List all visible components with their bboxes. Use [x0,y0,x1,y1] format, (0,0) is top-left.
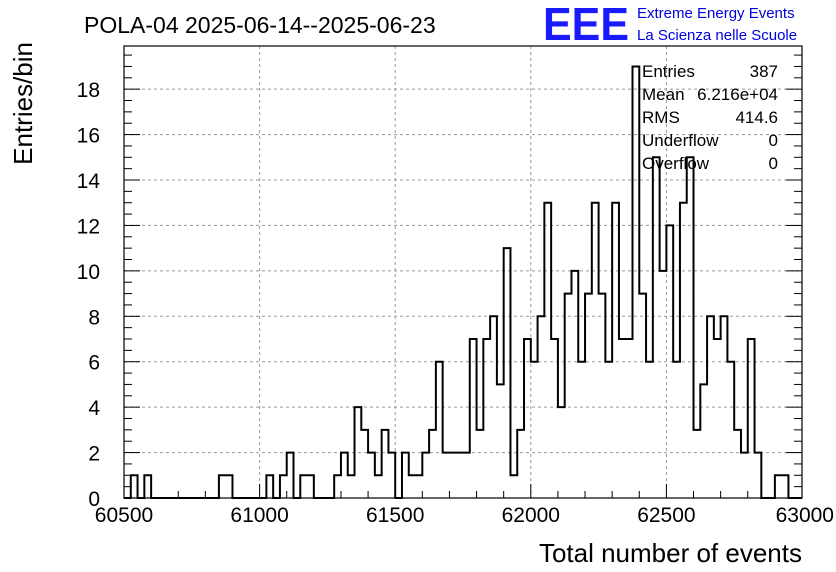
x-tick-label-2: 61500 [366,504,424,527]
axis-ticks [123,54,803,499]
x-tick-label-3: 62000 [502,504,560,527]
y-tick-label-4: 8 [88,306,100,329]
chart-title: POLA-04 2025-06-14--2025-06-23 [84,12,436,38]
stat-value-entries: 387 [750,62,778,81]
eee-logo: EEE Extreme Energy Events La Scienza nel… [543,0,797,50]
stat-value-mean: 6.216e+04 [697,85,778,104]
y-tick-label-6: 12 [77,215,100,238]
x-tick-labels: 60500 61000 61500 62000 62500 63000 [95,504,834,527]
y-tick-label-8: 16 [77,125,100,148]
y-tick-label-2: 4 [88,397,100,420]
grid [124,46,802,498]
stat-label-entries: Entries [642,62,695,81]
y-tick-label-7: 14 [77,170,101,193]
x-tick-label-5: 63000 [776,504,834,527]
histogram-outline [124,65,802,499]
stat-value-rms: 414.6 [735,108,778,127]
y-tick-label-9: 18 [77,79,100,102]
stats-box: Entries 387 Mean 6.216e+04 RMS 414.6 Underflow… [642,62,778,173]
y-tick-label-1: 2 [88,443,100,466]
x-tick-label-0: 60500 [95,504,153,527]
plot-frame [123,45,803,499]
logo-mark: EEE [543,0,629,50]
x-tick-label-1: 61000 [230,504,288,527]
logo-line2: La Scienza nelle Scuole [637,27,797,44]
y-tick-label-0: 0 [88,488,100,511]
stat-value-underflow: 0 [769,131,778,150]
stat-label-underflow: Underflow [642,131,719,150]
x-tick-label-4: 62500 [637,504,695,527]
stat-value-overflow: 0 [769,154,778,173]
x-axis-title: Total number of events [539,538,802,568]
y-tick-label-5: 10 [77,261,100,284]
stat-label-rms: RMS [642,108,680,127]
logo-line1: Extreme Energy Events [637,5,795,22]
stat-label-mean: Mean [642,85,685,104]
y-tick-label-3: 6 [88,352,100,375]
stat-label-overflow: Overflow [642,154,710,173]
y-axis-title: Entries/bin [8,42,38,165]
y-tick-labels: 0 2 4 6 8 10 12 14 16 18 [77,79,101,511]
